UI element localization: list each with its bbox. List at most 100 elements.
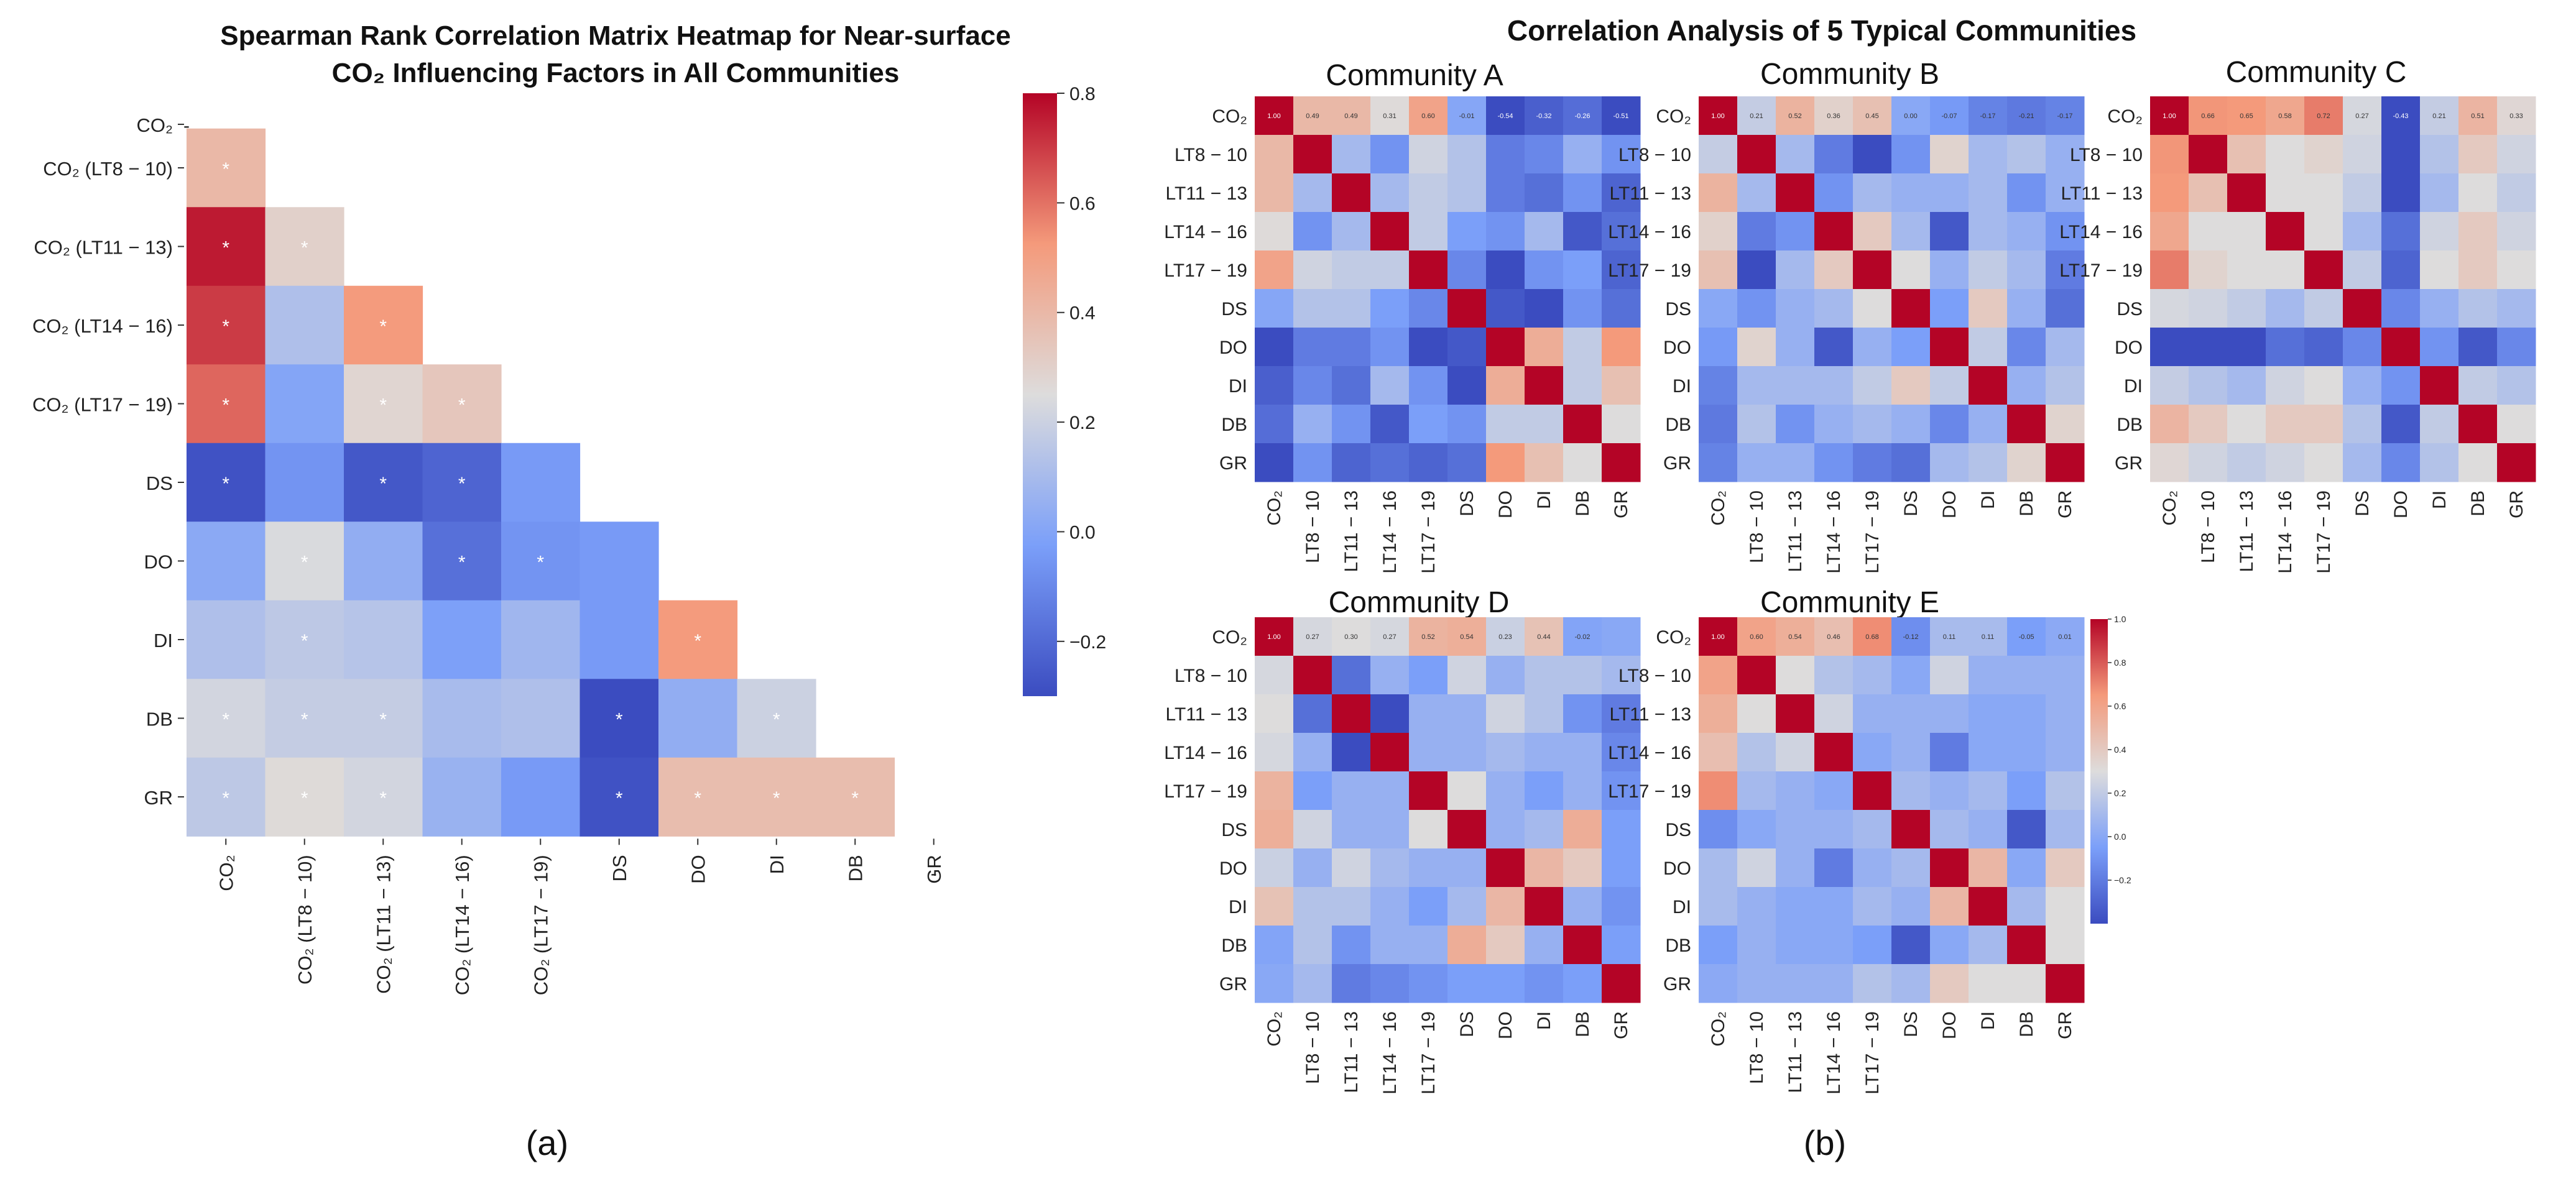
b-cell: [1525, 810, 1564, 849]
b-cell: [1563, 366, 1602, 405]
b-cell: [1255, 289, 1294, 328]
b-col-label: DO: [2391, 490, 2411, 518]
a-cell: [265, 600, 344, 679]
a-significance-marker: *: [458, 553, 466, 573]
b-cell: [1255, 964, 1294, 1003]
a-cell: [265, 522, 344, 601]
b-cell: [1969, 617, 2008, 656]
b-col-label: LT11 − 13: [1341, 1011, 1362, 1093]
b-cell: [1447, 96, 1487, 136]
b-cell: [1699, 135, 1738, 174]
b-cell: [2458, 405, 2498, 444]
b-row-label: LT14 − 16: [1164, 743, 1247, 763]
b-cell: [2046, 887, 2085, 926]
b-col-label: DI: [1978, 490, 1998, 509]
a-cell: [658, 679, 738, 758]
b-cell: [2497, 250, 2536, 290]
a-significance-marker: *: [222, 710, 229, 730]
b-cell: [2007, 212, 2046, 251]
b-cell: [1293, 96, 1332, 136]
b-cell: [1486, 887, 1525, 926]
b-cell: [1969, 135, 2008, 174]
b-cell: [1293, 212, 1332, 251]
b-colorbar-tick-label: 0.2: [2114, 788, 2126, 798]
b-row-label: DI: [1229, 897, 1247, 917]
b-cell: [1486, 289, 1525, 328]
b-cell: [1447, 848, 1487, 888]
a-significance-marker: *: [379, 710, 387, 730]
b-cell: [1486, 617, 1525, 656]
b-cell: [2266, 135, 2305, 174]
b-cell: [1486, 96, 1525, 136]
b-cell: [1737, 964, 1776, 1003]
b-cell: [1293, 405, 1332, 444]
a-significance-marker: *: [379, 788, 387, 809]
b-row-label: LT17 − 19: [1164, 260, 1247, 281]
b-value-label: 0.49: [1344, 113, 1357, 120]
b-cell: [1814, 328, 1854, 367]
a-cell: [265, 679, 344, 758]
b-cell: [1891, 328, 1931, 367]
b-cell: [2007, 135, 2046, 174]
b-cell: [1525, 887, 1564, 926]
b-value-label: 0.52: [1421, 633, 1434, 641]
b-row-label: CO₂: [1212, 627, 1247, 648]
b-cell: [1699, 656, 1738, 695]
a-colorbar-tick-label: 0.4: [1069, 303, 1096, 324]
panel-a-label: (a): [526, 1123, 568, 1162]
b-cell: [2227, 289, 2266, 328]
b-cell: [2227, 96, 2266, 136]
b-cell: [1255, 250, 1294, 290]
b-cell: [2189, 289, 2228, 328]
b-cell: [1969, 443, 2008, 482]
b-cell: [1525, 328, 1564, 367]
b-cell: [1891, 964, 1931, 1003]
b-cell: [1255, 926, 1294, 965]
b-cell: [1814, 810, 1854, 849]
b-value-label: 0.54: [1788, 633, 1801, 641]
b-cell: [1776, 212, 1815, 251]
b-cell: [1255, 771, 1294, 811]
b-col-label: DO: [1939, 1011, 1960, 1039]
b-cell: [1891, 250, 1931, 290]
b-cell: [1737, 887, 1776, 926]
b-cell: [1409, 617, 1448, 656]
b-cell: [2343, 96, 2382, 136]
b-cell: [1930, 733, 1969, 772]
b-cell: [1853, 733, 1892, 772]
b-col-label: LT14 − 16: [2275, 490, 2296, 574]
b-cell: [1891, 887, 1931, 926]
b-cell: [1737, 617, 1776, 656]
b-col-label: DB: [2468, 490, 2488, 517]
b-cell: [1409, 887, 1448, 926]
b-cell: [2189, 173, 2228, 213]
b-cell: [2150, 173, 2189, 213]
b-cell: [1737, 405, 1776, 444]
b-col-label: DS: [1457, 490, 1477, 517]
a-cell: [737, 679, 816, 758]
b-cell: [2007, 926, 2046, 965]
b-cell: [1293, 656, 1332, 695]
b-col-label: DI: [2429, 490, 2450, 509]
a-cell: [344, 443, 423, 522]
b-cell: [1332, 443, 1371, 482]
b-cell: [2304, 328, 2343, 367]
b-row-label: LT8 − 10: [1175, 666, 1247, 686]
b-row-label: DS: [2117, 299, 2143, 319]
b-cell: [1814, 617, 1854, 656]
b-cell: [1853, 135, 1892, 174]
b-cell: [1525, 250, 1564, 290]
b-value-label: 0.33: [2509, 113, 2523, 120]
b-cell: [1447, 926, 1487, 965]
b-cell: [1563, 135, 1602, 174]
b-cell: [1853, 771, 1892, 811]
b-cell: [1737, 250, 1776, 290]
b-cell: [1563, 694, 1602, 733]
b-cell: [1776, 250, 1815, 290]
b-cell: [1447, 443, 1487, 482]
b-cell: [1409, 733, 1448, 772]
b-cell: [2150, 328, 2189, 367]
b-cell: [2189, 96, 2228, 136]
b-cell: [1293, 964, 1332, 1003]
